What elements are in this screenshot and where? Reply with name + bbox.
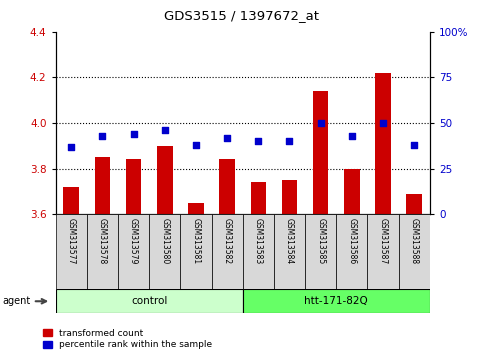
Bar bbox=[251, 182, 266, 214]
Point bbox=[129, 131, 137, 137]
Bar bbox=[375, 73, 391, 214]
Text: GSM313585: GSM313585 bbox=[316, 218, 325, 264]
Bar bbox=[344, 169, 360, 214]
Bar bbox=[368, 214, 398, 289]
Bar bbox=[336, 214, 368, 289]
Text: control: control bbox=[131, 296, 167, 306]
Point bbox=[223, 135, 231, 141]
Point bbox=[192, 142, 200, 148]
Point bbox=[161, 127, 169, 133]
Text: GSM313580: GSM313580 bbox=[160, 218, 169, 264]
Point bbox=[285, 138, 293, 144]
Bar bbox=[118, 214, 149, 289]
Bar bbox=[398, 214, 430, 289]
Text: GSM313578: GSM313578 bbox=[98, 218, 107, 264]
Text: GSM313579: GSM313579 bbox=[129, 218, 138, 264]
Point bbox=[255, 138, 262, 144]
Bar bbox=[56, 289, 242, 313]
Bar bbox=[87, 214, 118, 289]
Point bbox=[379, 120, 387, 126]
Bar bbox=[219, 160, 235, 214]
Bar bbox=[305, 214, 336, 289]
Bar bbox=[56, 214, 87, 289]
Text: htt-171-82Q: htt-171-82Q bbox=[304, 296, 368, 306]
Point bbox=[317, 120, 325, 126]
Bar bbox=[313, 91, 328, 214]
Text: GSM313586: GSM313586 bbox=[347, 218, 356, 264]
Point bbox=[67, 144, 75, 149]
Point bbox=[411, 142, 418, 148]
Bar bbox=[126, 160, 142, 214]
Text: GSM313582: GSM313582 bbox=[223, 218, 232, 264]
Point bbox=[348, 133, 356, 139]
Bar bbox=[407, 194, 422, 214]
Bar bbox=[63, 187, 79, 214]
Point bbox=[99, 133, 106, 139]
Text: GSM313587: GSM313587 bbox=[379, 218, 387, 264]
Bar bbox=[242, 289, 430, 313]
Bar bbox=[274, 214, 305, 289]
Text: GSM313577: GSM313577 bbox=[67, 218, 76, 264]
Legend: transformed count, percentile rank within the sample: transformed count, percentile rank withi… bbox=[43, 329, 213, 349]
Text: agent: agent bbox=[2, 296, 30, 306]
Bar bbox=[242, 214, 274, 289]
Bar bbox=[157, 146, 172, 214]
Bar bbox=[212, 214, 242, 289]
Bar bbox=[188, 203, 204, 214]
Text: GSM313583: GSM313583 bbox=[254, 218, 263, 264]
Bar bbox=[282, 180, 298, 214]
Text: GSM313584: GSM313584 bbox=[285, 218, 294, 264]
Bar bbox=[95, 157, 110, 214]
Text: GSM313588: GSM313588 bbox=[410, 218, 419, 264]
Bar bbox=[149, 214, 180, 289]
Text: GDS3515 / 1397672_at: GDS3515 / 1397672_at bbox=[164, 9, 319, 22]
Bar bbox=[180, 214, 212, 289]
Text: GSM313581: GSM313581 bbox=[191, 218, 200, 264]
